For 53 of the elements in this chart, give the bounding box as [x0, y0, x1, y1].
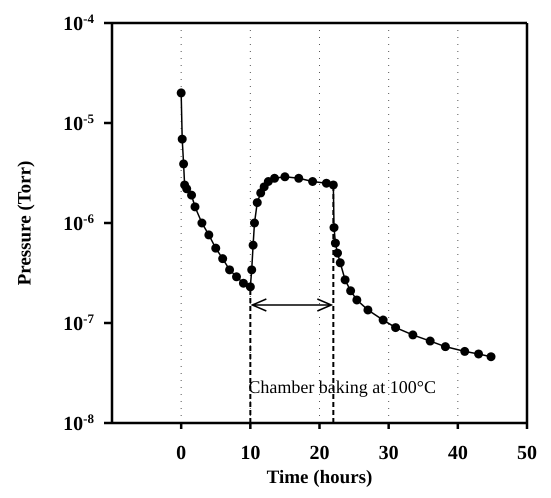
point [340, 275, 350, 284]
point [248, 240, 258, 250]
point [204, 230, 214, 240]
point [250, 218, 259, 228]
point [246, 282, 255, 292]
y-tick-label: 10$^{-7}$ [63, 310, 94, 335]
x-tick-label: 40 [448, 442, 468, 464]
point [225, 265, 234, 274]
point [252, 198, 262, 208]
x-axis-title: Time (hours) [266, 467, 372, 488]
point [270, 174, 280, 183]
point [474, 349, 484, 358]
point [179, 159, 188, 168]
point [391, 323, 400, 332]
point [280, 172, 290, 182]
annotation: Chamber baking at 100°C [248, 377, 436, 397]
y-axis-title: Pressure (Torr) [14, 160, 36, 286]
point [328, 180, 338, 190]
point [486, 352, 496, 362]
y-tick-label: 10$^{-4}$ [63, 10, 94, 35]
point [352, 295, 362, 304]
point [426, 336, 435, 346]
x-tick-label: 10 [240, 442, 260, 464]
point [330, 223, 339, 232]
point [238, 278, 248, 288]
point [197, 218, 206, 228]
point [330, 238, 340, 248]
point [211, 244, 220, 253]
point [336, 258, 345, 268]
point [176, 88, 186, 98]
point [440, 342, 450, 352]
point [332, 248, 342, 258]
x-tick-label: 0 [176, 442, 186, 464]
point [378, 316, 388, 325]
point [182, 184, 192, 194]
y-tick-label: 10$^{-5}$ [63, 110, 94, 135]
point [178, 134, 187, 144]
point [460, 346, 470, 356]
y-tick-label: 10$^{-6}$ [63, 210, 94, 235]
point [232, 272, 241, 282]
point [408, 330, 418, 340]
point [190, 202, 200, 212]
point [294, 174, 304, 183]
point [187, 190, 196, 200]
point [308, 177, 318, 186]
y-tick-label: 10$^{-8}$ [63, 410, 94, 435]
point [218, 254, 228, 264]
x-tick-label: 50 [517, 442, 537, 464]
x-tick-label: 20 [310, 442, 330, 464]
point [346, 286, 356, 296]
point [247, 265, 256, 274]
x-tick-label: 30 [378, 442, 399, 464]
point [363, 305, 372, 314]
